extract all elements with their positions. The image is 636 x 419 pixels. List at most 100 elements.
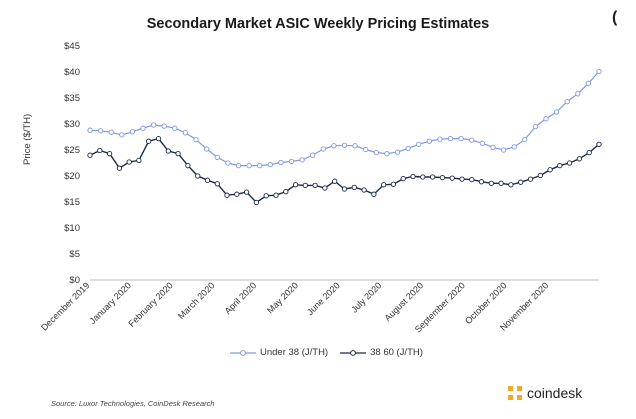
series-2-point <box>87 152 93 158</box>
y-tick-label: $0 <box>69 275 80 286</box>
series-1-point <box>203 146 210 152</box>
clipped-edge-glyph: ( <box>612 9 618 26</box>
y-tick-label: $10 <box>64 223 80 234</box>
y-tick-label: $40 <box>64 67 80 78</box>
series-2-point <box>146 138 152 144</box>
y-tick-label: $35 <box>64 93 80 104</box>
series-1-point <box>543 116 549 122</box>
series-1-point <box>182 130 189 136</box>
series-2-point <box>136 157 142 164</box>
y-tick-label: $20 <box>64 171 80 182</box>
legend: Under 38 (J/TH) 38 60 (J/TH) <box>230 347 435 358</box>
series-2-point <box>234 191 240 197</box>
series-1-point <box>108 129 114 135</box>
series-1-point <box>172 125 178 131</box>
series-2-point <box>498 180 504 186</box>
series-1-point <box>278 159 284 166</box>
x-tick-label: April 2020 <box>223 280 259 316</box>
series-2-point <box>341 186 348 192</box>
series-2-point <box>302 182 308 189</box>
y-tick-label: $45 <box>64 41 80 52</box>
series-2-point <box>283 188 289 195</box>
series-1-point <box>193 136 199 143</box>
x-tick-label: March 2020 <box>176 280 217 321</box>
series-2-point <box>459 176 465 182</box>
series-2-point <box>537 172 543 179</box>
series-1-point <box>310 152 316 158</box>
series-1-point <box>522 136 528 143</box>
series-1-point <box>214 154 220 160</box>
series-2-point <box>410 173 416 180</box>
series-1-point <box>257 162 263 169</box>
series-2-point <box>400 175 406 182</box>
series-1-point <box>87 127 93 133</box>
series-1-point <box>575 91 581 97</box>
series-1-point <box>299 157 305 163</box>
series-2-point <box>478 179 485 185</box>
series-1-point <box>150 122 157 128</box>
series-1-point <box>596 68 602 75</box>
series-1-point <box>437 136 443 142</box>
series-1-point <box>119 132 125 138</box>
series-1-point <box>235 162 242 169</box>
series-2-point <box>214 181 220 187</box>
series-2-point <box>243 189 250 195</box>
series-1-point <box>161 123 167 129</box>
series-1-point <box>363 146 369 153</box>
series-line-2 <box>89 137 600 204</box>
series-2-point <box>586 149 592 156</box>
x-tick-label: May 2020 <box>265 280 300 315</box>
series-2-point <box>429 174 436 180</box>
series-1-point <box>267 161 273 168</box>
series-1-point <box>469 137 475 143</box>
series-1-point <box>553 109 560 115</box>
series-1-point <box>564 98 570 105</box>
line-chart: $0 $5 $10 $15 $20 $25 $30 $35 $40 $45 December 201… <box>39 41 602 334</box>
series-1-point <box>384 150 390 157</box>
series-1-point <box>416 141 422 147</box>
series-1-point <box>585 80 592 87</box>
series-2-point <box>116 165 123 171</box>
chart-title: Secondary Market ASIC Weekly Pricing Est… <box>146 16 490 32</box>
series-1-point <box>426 138 432 144</box>
series-2-point <box>97 147 103 154</box>
series-2-point <box>175 150 181 157</box>
series-2-point <box>253 199 260 206</box>
series-1-point <box>288 158 295 165</box>
series-2-point <box>557 162 563 169</box>
series-2-point <box>224 192 230 198</box>
legend-swatch-under-38 <box>230 349 256 356</box>
series-1-point <box>341 142 348 148</box>
series-1-point <box>373 149 379 156</box>
series-2-point <box>488 180 494 186</box>
brand-name: coindesk <box>527 385 583 401</box>
series-1-point <box>246 162 252 169</box>
series-1-point <box>532 123 539 130</box>
series-2-point <box>361 187 367 193</box>
series-1-point <box>500 147 507 153</box>
source-note: Source: Luxor Technologies, CoinDesk Res… <box>51 399 215 408</box>
series-1-point <box>405 145 411 152</box>
series-2-point <box>155 135 162 142</box>
legend-swatch-38-60 <box>340 349 367 356</box>
series-2-point <box>469 176 475 183</box>
series-2-point <box>518 179 524 185</box>
series-1-point <box>394 149 401 155</box>
series-1-point <box>331 143 337 149</box>
x-tick-label: January 2020 <box>87 280 133 326</box>
series-2-point <box>449 175 455 181</box>
series-1-point <box>97 128 104 134</box>
series-2-point <box>312 182 318 189</box>
series-2-point <box>322 185 328 191</box>
series-2-point <box>185 162 191 169</box>
y-tick-label: $25 <box>64 145 80 156</box>
series-2-point <box>371 191 377 197</box>
y-tick-label: $30 <box>64 119 80 130</box>
series-2-point <box>439 174 446 181</box>
series-2-point <box>332 178 338 184</box>
series-1-point <box>140 125 146 131</box>
legend-item-under-38: Under 38 (J/TH) <box>230 347 328 358</box>
series-1-point <box>352 143 358 149</box>
coindesk-logo: coindesk <box>508 385 582 401</box>
series-2-point <box>263 193 269 199</box>
